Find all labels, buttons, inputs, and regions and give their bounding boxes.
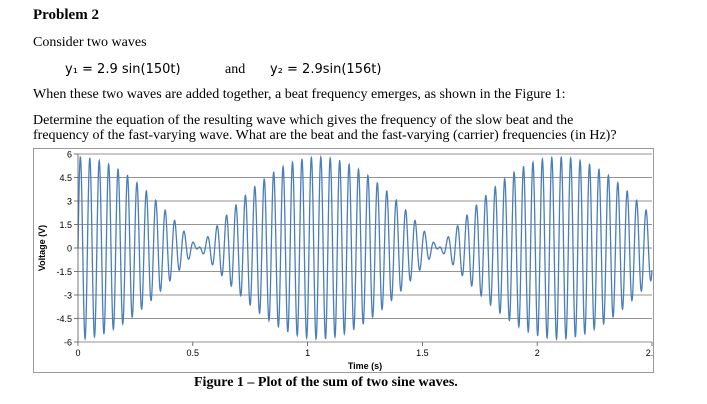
axes	[74, 153, 653, 346]
y-tick-label: -4.5	[56, 314, 72, 324]
paragraph-figure-reference: When these two waves are added together,…	[33, 87, 566, 102]
problem-title: Problem 2	[33, 7, 99, 23]
x-tick-label: 2.5	[646, 348, 653, 358]
x-tick-label: 0	[75, 348, 80, 358]
y-tick-label: 3	[67, 197, 72, 207]
figure-caption: Figure 1 – Plot of the sum of two sine w…	[194, 375, 458, 390]
question-line-1: Determine the equation of the resulting …	[33, 113, 574, 128]
question-line-2: frequency of the fast-varying wave. What…	[33, 128, 617, 143]
y-tick-label: -1.5	[56, 267, 72, 277]
x-axis-title: Time (s)	[348, 361, 382, 371]
series-line-sum-of-sines	[77, 154, 653, 342]
y-tick-label: 6	[67, 150, 72, 160]
y-tick-label: 0	[67, 244, 72, 254]
series-layer	[77, 154, 653, 342]
x-tick-label: 1	[305, 348, 310, 358]
intro-text: Consider two waves	[33, 35, 147, 50]
equation-2: y₂ = 2.9sin(156t)	[270, 62, 382, 77]
y-axis-title: Voltage (V)	[37, 225, 47, 271]
y-tick-label: -6	[64, 338, 72, 348]
x-tick-label: 0.5	[187, 348, 200, 358]
x-tick-label: 2	[535, 348, 540, 358]
equation-1: y₁ = 2.9 sin(150t)	[65, 62, 181, 77]
beat-chart: 64.531.50-1.5-3-4.5-600.511.522.5Time (s…	[37, 150, 653, 372]
axis-labels: 64.531.50-1.5-3-4.5-600.511.522.5Time (s…	[37, 150, 653, 372]
x-tick-label: 1.5	[416, 348, 429, 358]
y-tick-label: 1.5	[59, 220, 72, 230]
equation-and-word: and	[225, 62, 246, 77]
y-tick-label: 4.5	[59, 173, 72, 183]
y-tick-label: -3	[64, 291, 72, 301]
chart-frame: 64.531.50-1.5-3-4.5-600.511.522.5Time (s…	[33, 148, 654, 373]
